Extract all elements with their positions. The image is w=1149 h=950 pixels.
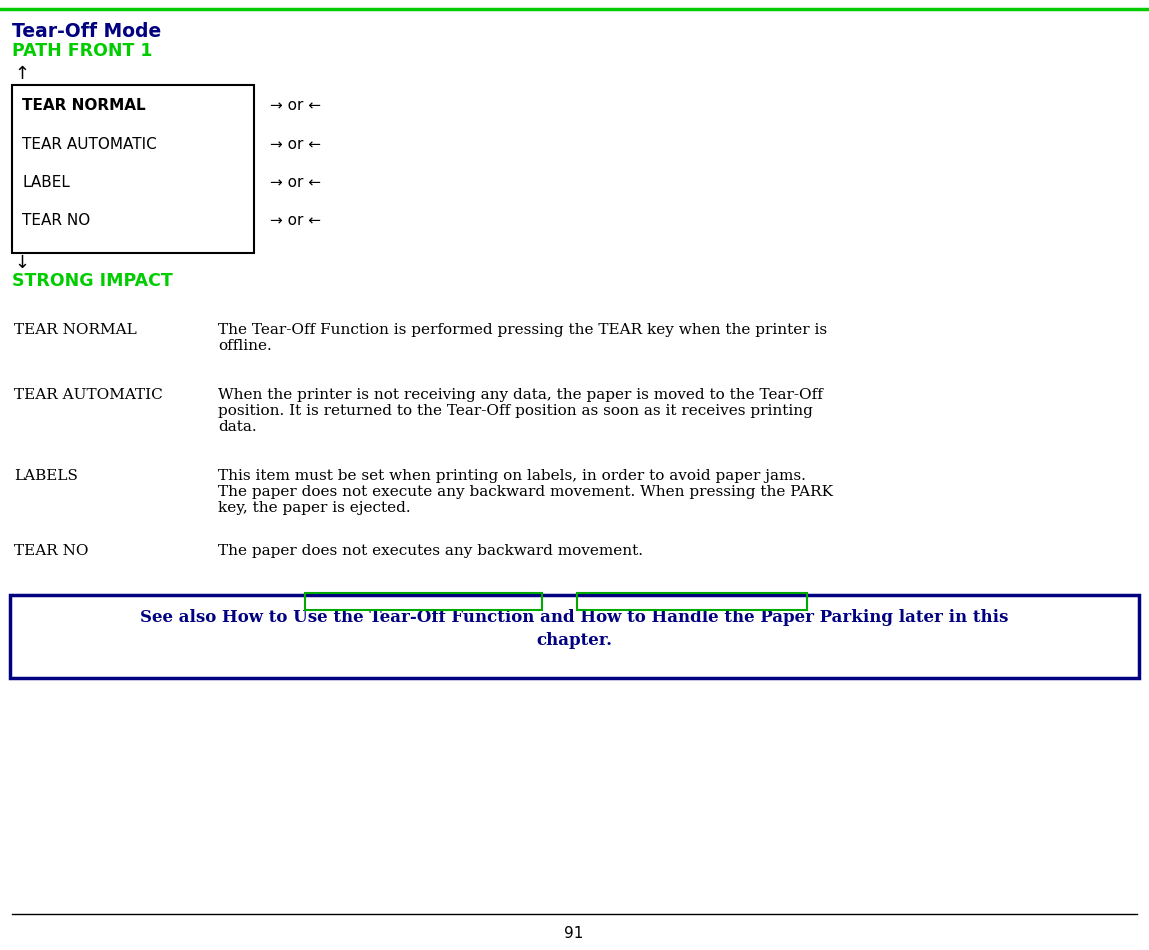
Text: PATH FRONT 1: PATH FRONT 1 <box>11 42 153 60</box>
Text: TEAR NO: TEAR NO <box>22 213 91 228</box>
Text: ↓: ↓ <box>14 254 29 272</box>
Text: LABEL: LABEL <box>22 175 70 190</box>
Text: The Tear-Off Function is performed pressing the TEAR key when the printer is
off: The Tear-Off Function is performed press… <box>218 323 827 353</box>
Text: → or ←: → or ← <box>270 98 321 113</box>
Text: ↑: ↑ <box>14 65 29 83</box>
Text: TEAR NO: TEAR NO <box>14 544 88 558</box>
Text: This item must be set when printing on labels, in order to avoid paper jams.
The: This item must be set when printing on l… <box>218 469 833 516</box>
Text: chapter.: chapter. <box>535 632 612 649</box>
Text: → or ←: → or ← <box>270 175 321 190</box>
Text: LABELS: LABELS <box>14 469 78 483</box>
Text: The paper does not executes any backward movement.: The paper does not executes any backward… <box>218 544 643 558</box>
Text: TEAR NORMAL: TEAR NORMAL <box>22 98 146 113</box>
Text: 91: 91 <box>564 926 584 941</box>
Text: Tear-Off Mode: Tear-Off Mode <box>11 22 161 41</box>
Text: TEAR NORMAL: TEAR NORMAL <box>14 323 137 337</box>
Text: STRONG IMPACT: STRONG IMPACT <box>11 272 172 290</box>
Text: TEAR AUTOMATIC: TEAR AUTOMATIC <box>14 388 163 402</box>
Text: → or ←: → or ← <box>270 137 321 152</box>
Text: When the printer is not receiving any data, the paper is moved to the Tear-Off
p: When the printer is not receiving any da… <box>218 388 823 434</box>
FancyBboxPatch shape <box>11 85 254 253</box>
Text: See also How to Use the Tear-Off Function and How to Handle the Paper Parking la: See also How to Use the Tear-Off Functio… <box>140 609 1008 626</box>
FancyBboxPatch shape <box>10 595 1139 678</box>
Text: TEAR AUTOMATIC: TEAR AUTOMATIC <box>22 137 156 152</box>
Text: → or ←: → or ← <box>270 213 321 228</box>
